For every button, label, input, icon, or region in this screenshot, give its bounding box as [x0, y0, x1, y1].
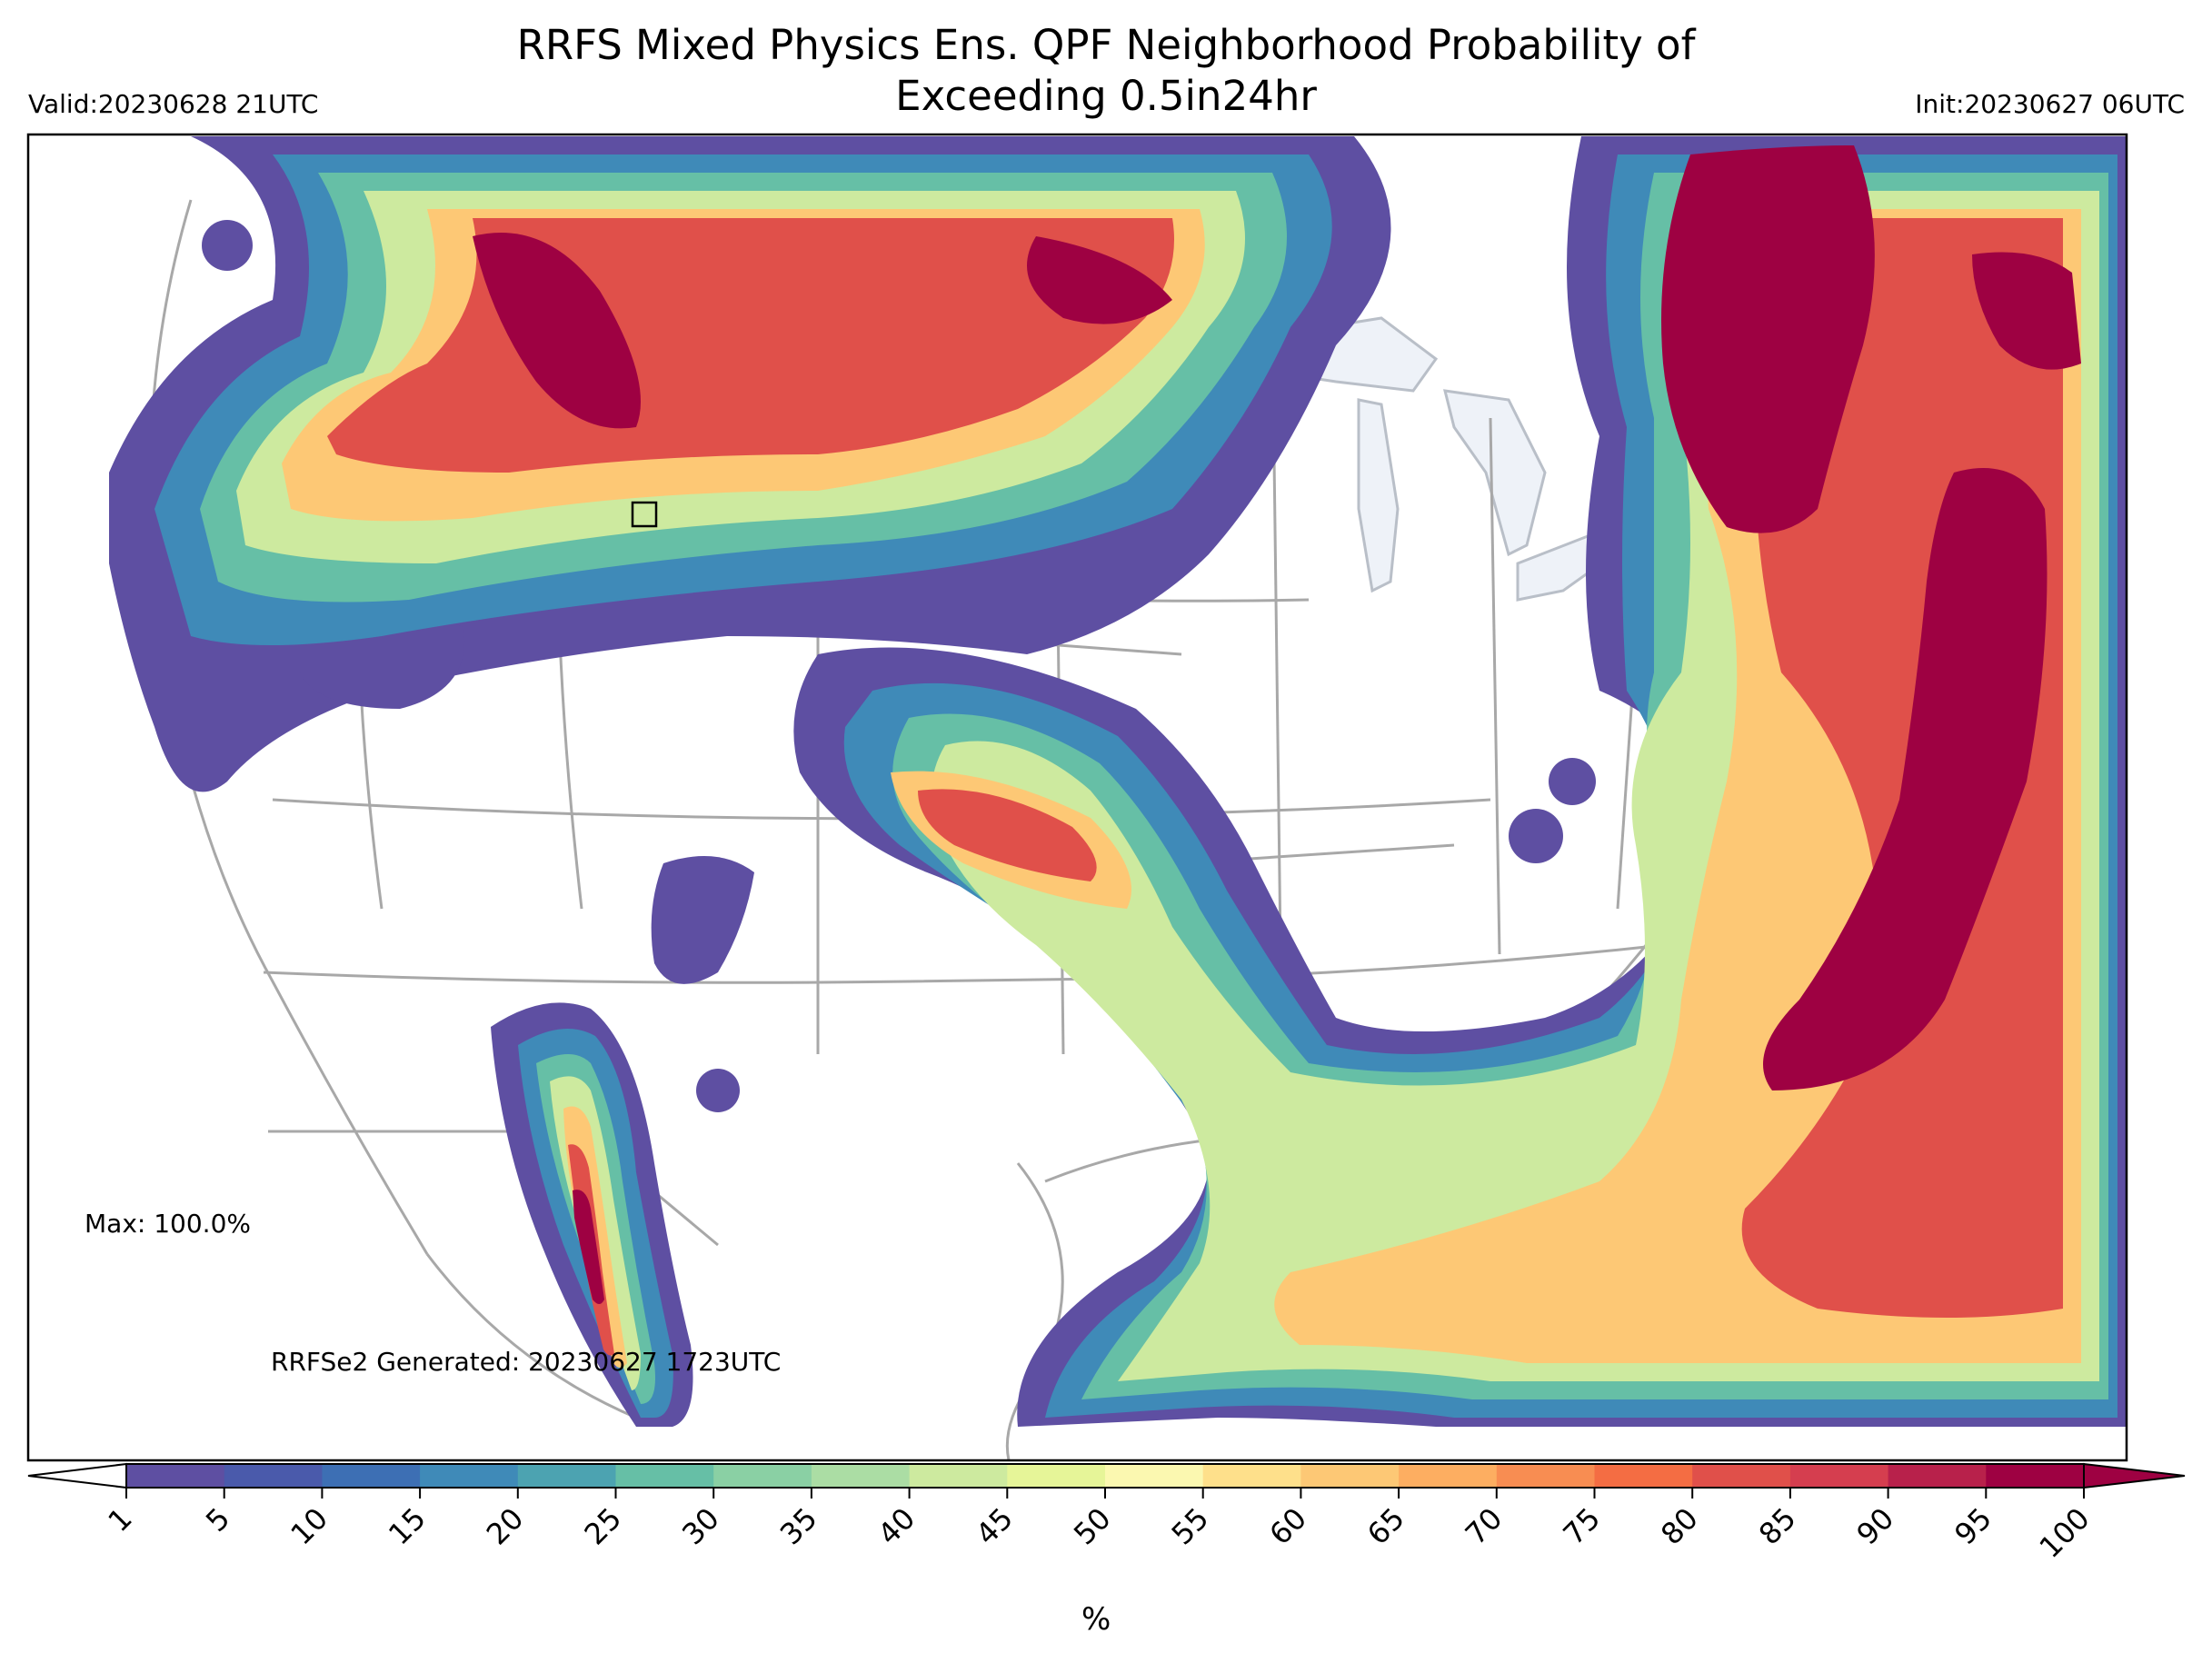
colorbar-tick-label: 5	[199, 1501, 236, 1539]
colorbar-swatch	[322, 1464, 421, 1488]
title-line-2: Exceeding 0.5in24hr	[895, 72, 1317, 120]
colorbar-tick-label: 65	[1360, 1501, 1411, 1552]
colorbar-tick-label: 25	[577, 1501, 628, 1552]
colorbar-swatch	[615, 1464, 714, 1488]
colorbar-tick-label: 75	[1556, 1501, 1607, 1552]
colorbar-tick-label: 10	[284, 1501, 334, 1552]
colorbar-swatch	[420, 1464, 519, 1488]
generated-label: RRFSe2 Generated: 20230627 1723UTC	[271, 1347, 782, 1377]
colorbar-unit-label: %	[1081, 1601, 1111, 1638]
colorbar-swatch	[1888, 1464, 1987, 1488]
colorbar-swatch	[126, 1464, 225, 1488]
colorbar-swatch	[909, 1464, 1008, 1488]
colorbar-tick-label: 70	[1459, 1501, 1510, 1552]
colorbar-swatch	[1692, 1464, 1791, 1488]
colorbar-swatch	[1594, 1464, 1693, 1488]
colorbar-swatch	[224, 1464, 323, 1488]
valid-time-label: Valid:20230628 21UTC	[28, 89, 319, 119]
colorbar-tick-label: 30	[675, 1501, 726, 1552]
colorbar-tick-label: 50	[1067, 1501, 1118, 1552]
colorbar-tick-label: 40	[872, 1501, 922, 1552]
colorbar-swatch	[1986, 1464, 2085, 1488]
colorbar-swatch	[1399, 1464, 1498, 1488]
colorbar-tick-label: 35	[773, 1501, 824, 1552]
colorbar-swatch	[1007, 1464, 1106, 1488]
colorbar-tick-label: 1	[101, 1501, 138, 1539]
colorbar-tick-label: 15	[382, 1501, 433, 1552]
colorbar-tick-label: 85	[1752, 1501, 1803, 1552]
colorbar-swatch	[1496, 1464, 1596, 1488]
max-value-label: Max: 100.0%	[85, 1209, 251, 1239]
colorbar-extend-low	[27, 1462, 127, 1489]
colorbar-tick-label: 55	[1165, 1501, 1216, 1552]
colorbar-swatch	[713, 1464, 812, 1488]
colorbar-swatch	[1105, 1464, 1204, 1488]
map-frame	[26, 133, 2128, 1462]
colorbar-tick-label: 45	[969, 1501, 1020, 1552]
map-title: RRFS Mixed Physics Ens. QPF Neighborhood…	[0, 20, 2212, 122]
colorbar-tick-label: 95	[1948, 1501, 1998, 1552]
title-line-1: RRFS Mixed Physics Ens. QPF Neighborhood…	[516, 21, 1696, 69]
colorbar-ticks: 1 5 10 15 20 25 30 35 40 45 50 55 60 65 70 75 80 85 90 95 10…	[101, 1488, 2097, 1565]
colorbar-tick-label: 60	[1262, 1501, 1313, 1552]
colorbar-swatch	[1202, 1464, 1301, 1488]
colorbar-swatches	[126, 1464, 2085, 1488]
colorbar-tick-label: 90	[1850, 1501, 1901, 1552]
colorbar-tick-label: 100	[2033, 1501, 2097, 1565]
colorbar-swatch	[517, 1464, 617, 1488]
colorbar-swatch	[1789, 1464, 1889, 1488]
colorbar-swatch	[1300, 1464, 1400, 1488]
colorbar-tick-label: 80	[1654, 1501, 1705, 1552]
colorbar-extend-high	[2083, 1462, 2186, 1489]
point-marker	[631, 501, 658, 528]
init-time-label: Init:20230627 06UTC	[1915, 89, 2185, 119]
colorbar-tick-label: 20	[480, 1501, 531, 1552]
colorbar-swatch	[811, 1464, 911, 1488]
probability-contours	[109, 136, 2127, 1427]
